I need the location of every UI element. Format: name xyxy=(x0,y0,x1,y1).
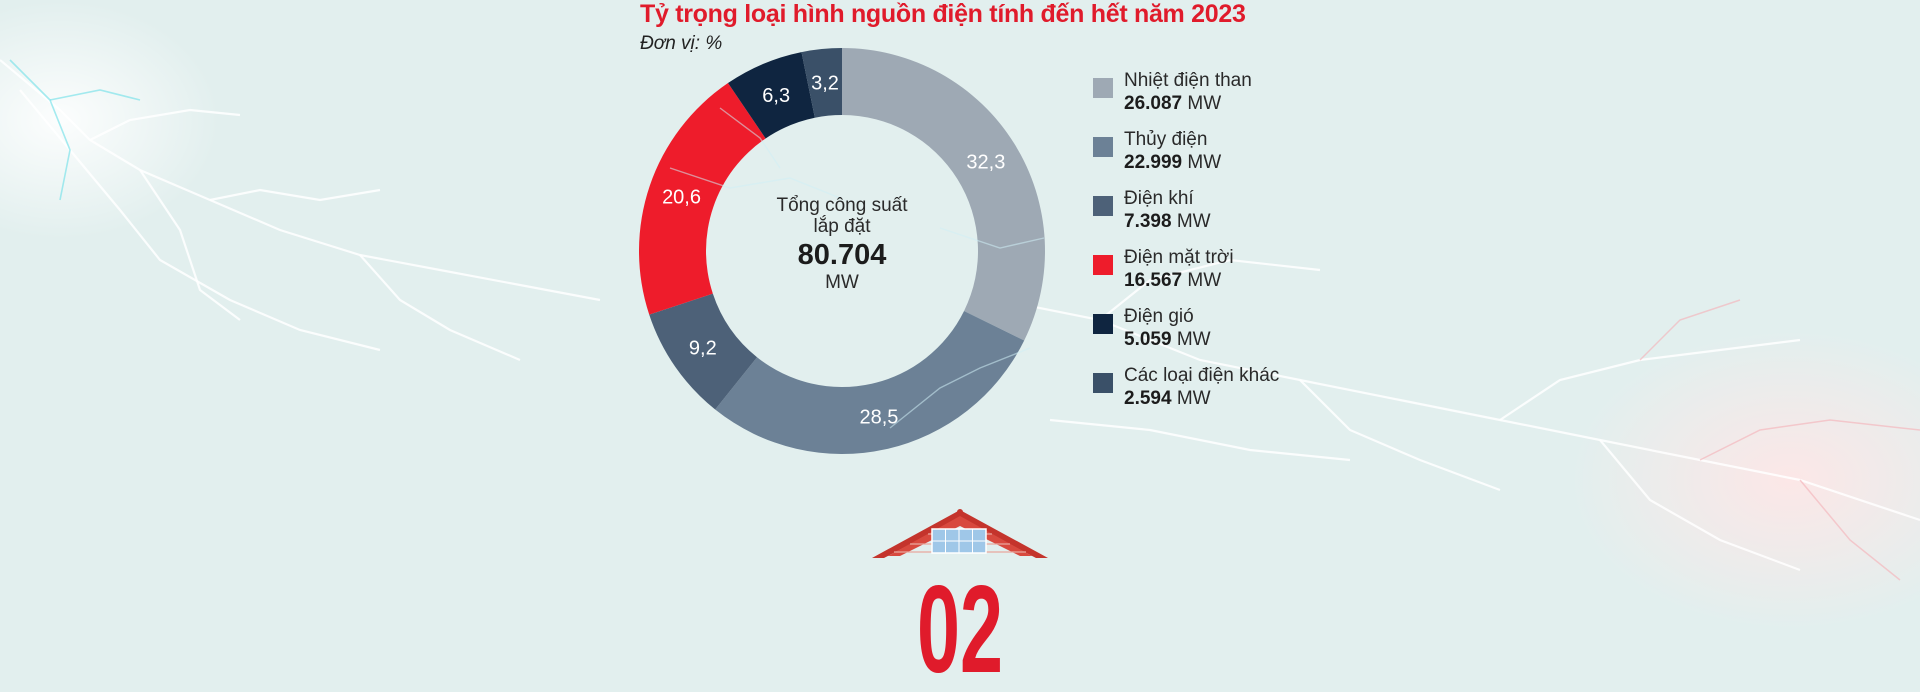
donut-slice xyxy=(842,48,1045,341)
donut-center: Tổng công suất lắp đặt 80.704 MW xyxy=(742,195,942,293)
slice-value-label: 28,5 xyxy=(859,406,898,428)
legend-swatch xyxy=(1093,255,1113,275)
lightning-streak xyxy=(719,107,781,169)
legend-item: Điện khí 7.398 MW xyxy=(1093,188,1353,247)
donut-slice xyxy=(639,83,766,315)
center-label: Tổng công suất lắp đặt xyxy=(776,195,908,237)
donut-slice xyxy=(727,52,815,139)
legend-name: Điện mặt trời xyxy=(1124,247,1234,268)
center-unit: MW xyxy=(825,272,859,293)
chart-title: Tỷ trọng loại hình nguồn điện tính đến h… xyxy=(640,0,1246,28)
legend-item: Thủy điện 22.999 MW xyxy=(1093,129,1353,188)
legend-capacity: 5.059 MW xyxy=(1124,329,1211,350)
legend-capacity: 2.594 MW xyxy=(1124,388,1211,409)
slice-value-label: 20,6 xyxy=(662,186,701,208)
legend-swatch xyxy=(1093,78,1113,98)
donut-slice xyxy=(649,293,758,410)
legend-item: Điện gió 5.059 MW xyxy=(1093,306,1353,365)
slice-value-label: 6,3 xyxy=(762,85,790,107)
slice-value-label: 32,3 xyxy=(966,151,1005,173)
center-total-value: 80.704 xyxy=(797,239,887,271)
legend-swatch xyxy=(1093,314,1113,334)
legend-name: Điện khí xyxy=(1124,188,1194,209)
legend-swatch xyxy=(1093,137,1113,157)
slice-value-label: 9,2 xyxy=(689,338,717,360)
legend-capacity: 22.999 MW xyxy=(1124,152,1222,173)
donut-slice xyxy=(715,310,1025,454)
chart-legend: Nhiệt điện than 26.087 MW Thủy điện 22.9… xyxy=(1093,70,1353,424)
section-number-badge: 02 xyxy=(872,509,1048,676)
roof-icon xyxy=(872,510,1048,558)
legend-item: Các loại điện khác 2.594 MW xyxy=(1093,365,1353,424)
chart-unit-label: Đơn vị: % xyxy=(640,33,723,54)
legend-swatch xyxy=(1093,373,1113,393)
lightning-streak xyxy=(889,347,1031,429)
legend-name: Các loại điện khác xyxy=(1124,365,1280,386)
legend-item: Điện mặt trời 16.567 MW xyxy=(1093,247,1353,306)
legend-item: Nhiệt điện than 26.087 MW xyxy=(1093,70,1353,129)
legend-name: Điện gió xyxy=(1124,306,1194,327)
legend-name: Thủy điện xyxy=(1124,129,1208,150)
slice-value-label: 3,2 xyxy=(811,72,839,94)
legend-capacity: 7.398 MW xyxy=(1124,211,1211,232)
donut-chart: 32,3 28,5 9,2 20,6 6,3 3,2 xyxy=(639,48,1045,454)
lightning-streak xyxy=(939,227,1045,249)
donut-slice xyxy=(801,48,842,118)
legend-name: Nhiệt điện than xyxy=(1124,70,1252,91)
section-number: 02 xyxy=(917,561,1003,676)
legend-capacity: 16.567 MW xyxy=(1124,270,1222,291)
legend-swatch xyxy=(1093,196,1113,216)
lightning-streak xyxy=(669,167,841,199)
legend-capacity: 26.087 MW xyxy=(1124,93,1222,114)
